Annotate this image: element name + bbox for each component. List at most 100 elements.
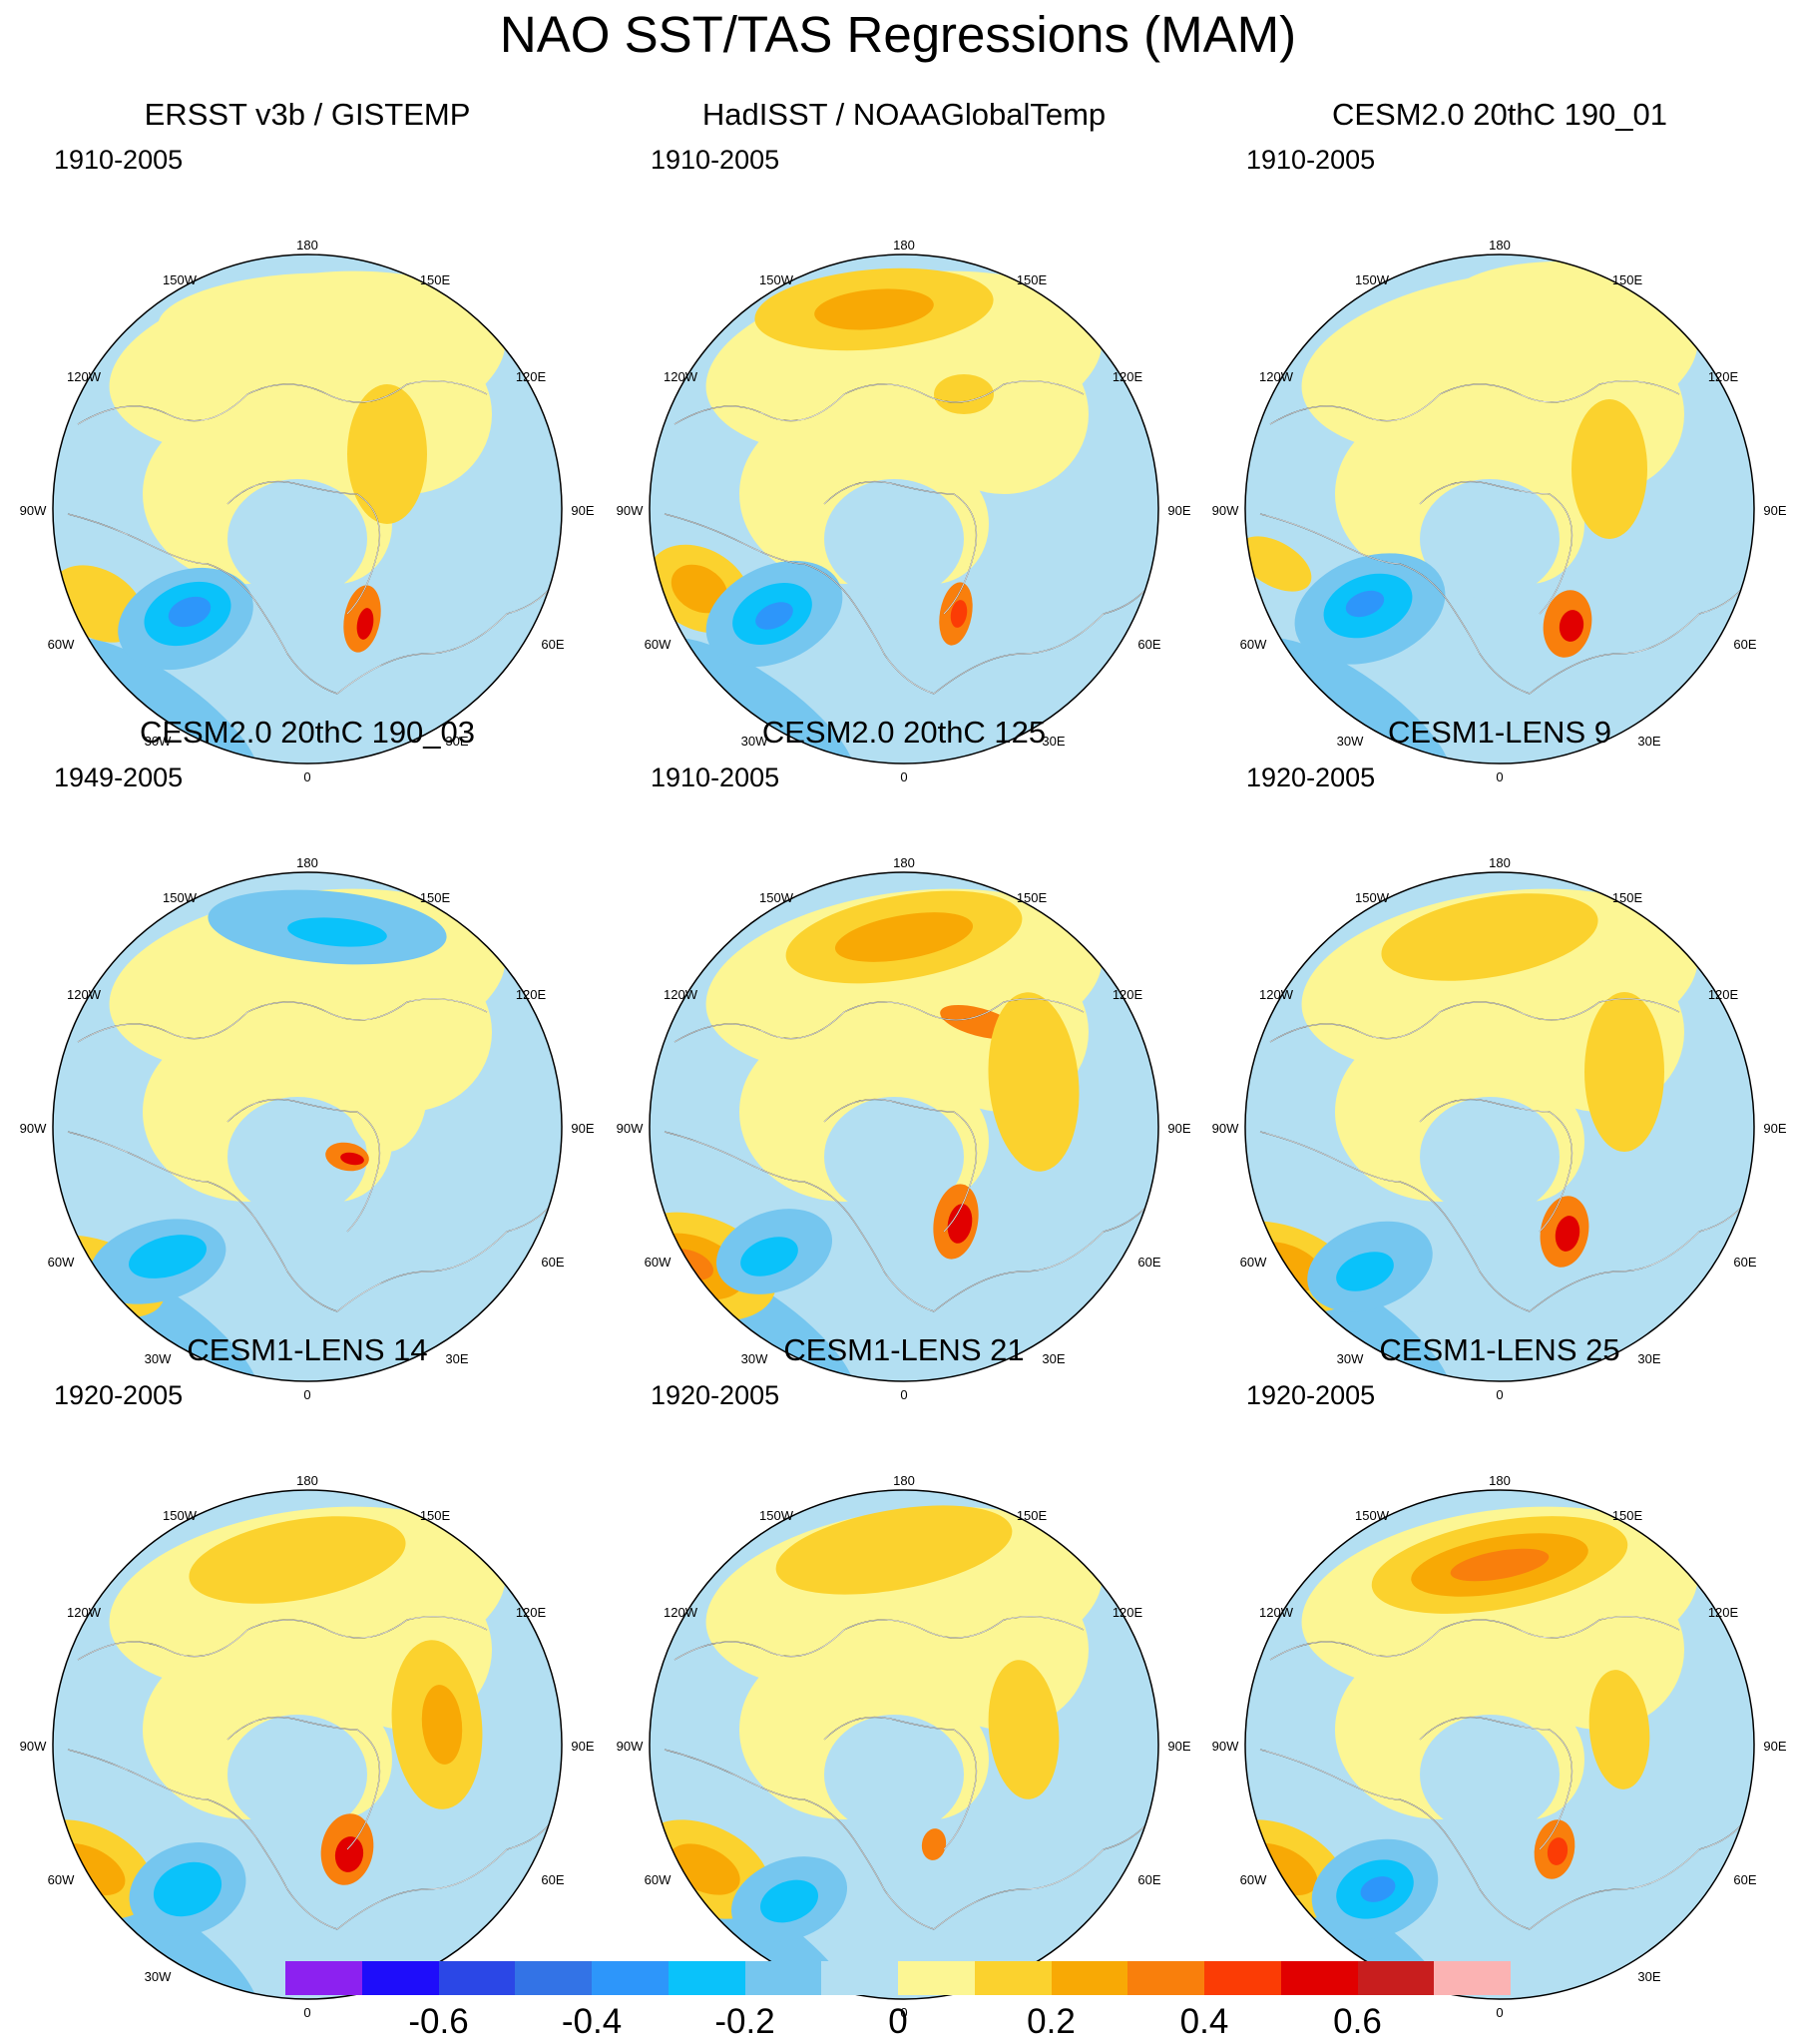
longitude-label: 30W bbox=[145, 734, 172, 749]
panel-title: CESM2.0 20thC 190_01 bbox=[1331, 97, 1668, 132]
colorbar-tick-label: 0.4 bbox=[1179, 2002, 1229, 2041]
longitude-label: 150W bbox=[1355, 890, 1390, 905]
colorbar-tick-label: -0.4 bbox=[561, 2002, 623, 2041]
period-label: 1910-2005 bbox=[1246, 145, 1376, 175]
panel-title: CESM2.0 20thC 125 bbox=[761, 715, 1047, 750]
longitude-label: 180 bbox=[893, 1473, 915, 1488]
colorbar-swatch bbox=[1051, 1961, 1128, 1995]
longitude-label: 180 bbox=[1489, 238, 1511, 253]
longitude-label: 0 bbox=[303, 1387, 310, 1402]
longitude-label: 180 bbox=[893, 238, 915, 253]
longitude-label: 0 bbox=[303, 769, 310, 784]
colorbar-swatch bbox=[285, 1961, 362, 1995]
longitude-label: 120W bbox=[1259, 987, 1294, 1002]
longitude-label: 180 bbox=[296, 1473, 318, 1488]
longitude-label: 120E bbox=[1113, 1605, 1143, 1620]
longitude-label: 90E bbox=[571, 1739, 594, 1754]
longitude-label: 120E bbox=[1113, 987, 1143, 1002]
longitude-label: 30E bbox=[445, 1351, 468, 1366]
map-panel: 180 0 150W 150E 120W 120E 90W 90E 60W 60E 30W 30E ER… bbox=[8, 95, 607, 784]
longitude-label: 90E bbox=[571, 503, 594, 518]
longitude-label: 30E bbox=[1637, 1969, 1660, 1984]
longitude-label: 120E bbox=[1708, 1605, 1739, 1620]
colorbar-swatch bbox=[1280, 1961, 1358, 1995]
period-label: 1920-2005 bbox=[651, 1380, 780, 1410]
longitude-label: 120E bbox=[1708, 369, 1739, 384]
longitude-label: 0 bbox=[900, 2005, 907, 2020]
longitude-label: 30W bbox=[741, 1351, 768, 1366]
panel-title: ERSST v3b / GISTEMP bbox=[144, 97, 471, 132]
period-label: 1910-2005 bbox=[54, 145, 184, 175]
longitude-label: 120W bbox=[67, 1605, 102, 1620]
longitude-label: 120E bbox=[1708, 987, 1739, 1002]
longitude-label: 150E bbox=[1017, 1508, 1048, 1523]
longitude-label: 150E bbox=[1612, 1508, 1643, 1523]
map-panel: 1800150W150E120W120E90W90E60W60E30W30ECE… bbox=[1200, 1330, 1796, 2020]
longitude-label: 30W bbox=[1337, 734, 1364, 749]
colorbar bbox=[285, 1961, 1511, 1995]
longitude-label: 90W bbox=[617, 1739, 644, 1754]
longitude-label: 60E bbox=[541, 1255, 564, 1270]
colorbar-swatch bbox=[898, 1961, 975, 1995]
longitude-label: 90W bbox=[20, 1121, 47, 1136]
map-panel: 180 0 150W 150E 120W 120E 90W 90E 60W 60E 30W 30E Ha… bbox=[605, 95, 1203, 784]
longitude-label: 90E bbox=[1763, 503, 1786, 518]
longitude-label: 30E bbox=[1637, 734, 1660, 749]
longitude-label: 180 bbox=[893, 855, 915, 870]
longitude-label: 90E bbox=[1763, 1121, 1786, 1136]
longitude-label: 120W bbox=[1259, 1605, 1294, 1620]
longitude-label: 0 bbox=[303, 2005, 310, 2020]
longitude-label: 30E bbox=[1042, 734, 1065, 749]
longitude-label: 30W bbox=[1337, 1351, 1364, 1366]
longitude-label: 60W bbox=[645, 1255, 672, 1270]
map-panel: 1800150W150E120W120E90W90E60W60E30W30ECE… bbox=[8, 1330, 607, 2020]
longitude-label: 30W bbox=[145, 1351, 172, 1366]
longitude-label: 120W bbox=[664, 369, 698, 384]
longitude-label: 150E bbox=[1612, 272, 1643, 287]
period-label: 1910-2005 bbox=[651, 763, 780, 792]
colorbar-tick-label: -0.2 bbox=[714, 2002, 775, 2041]
longitude-label: 60W bbox=[48, 1255, 75, 1270]
longitude-label: 150W bbox=[1355, 1508, 1390, 1523]
longitude-label: 120E bbox=[516, 369, 547, 384]
longitude-label: 30W bbox=[145, 1969, 172, 1984]
period-label: 1910-2005 bbox=[651, 145, 780, 175]
longitude-label: 150E bbox=[420, 890, 451, 905]
longitude-label: 90W bbox=[1212, 1121, 1239, 1136]
panel-title: CESM1-LENS 14 bbox=[187, 1332, 428, 1367]
period-label: 1920-2005 bbox=[1246, 763, 1376, 792]
longitude-label: 90E bbox=[571, 1121, 594, 1136]
longitude-label: 180 bbox=[296, 238, 318, 253]
longitude-label: 180 bbox=[1489, 855, 1511, 870]
longitude-label: 60W bbox=[1240, 1255, 1267, 1270]
longitude-label: 180 bbox=[296, 855, 318, 870]
longitude-label: 60E bbox=[1733, 1872, 1756, 1887]
longitude-label: 0 bbox=[900, 1387, 907, 1402]
longitude-label: 90W bbox=[20, 503, 47, 518]
longitude-label: 150E bbox=[420, 1508, 451, 1523]
longitude-label: 90W bbox=[1212, 503, 1239, 518]
colorbar-tick-label: -0.6 bbox=[408, 2002, 469, 2041]
longitude-label: 60E bbox=[1137, 1255, 1160, 1270]
colorbar-swatch bbox=[515, 1961, 592, 1995]
longitude-label: 120E bbox=[1113, 369, 1143, 384]
longitude-label: 30E bbox=[1042, 1351, 1065, 1366]
longitude-label: 150E bbox=[420, 272, 451, 287]
colorbar-swatch bbox=[974, 1961, 1052, 1995]
colorbar-swatch bbox=[821, 1961, 898, 1995]
longitude-label: 120W bbox=[1259, 369, 1294, 384]
longitude-label: 60E bbox=[541, 1872, 564, 1887]
colorbar-swatch bbox=[592, 1961, 669, 1995]
longitude-label: 150E bbox=[1017, 272, 1048, 287]
longitude-label: 60E bbox=[1733, 1255, 1756, 1270]
longitude-label: 0 bbox=[900, 769, 907, 784]
